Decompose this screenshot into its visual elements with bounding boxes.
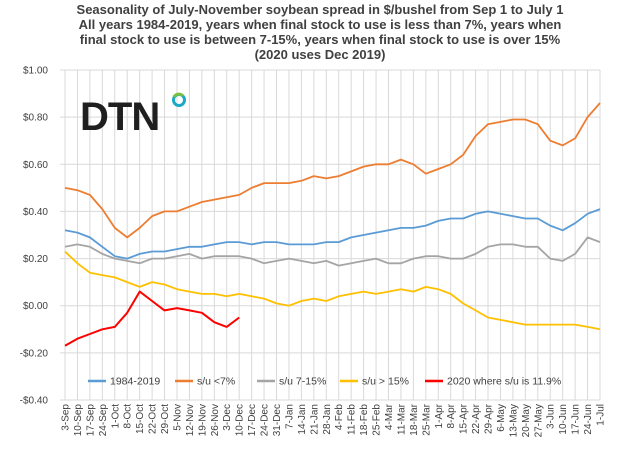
x-tick-label: 28-Jan [322, 404, 333, 435]
series-lines [64, 102, 601, 347]
x-tick-label: 17-Sep [85, 404, 96, 437]
y-tick-label: $1.00 [23, 66, 48, 77]
x-tick-label: 24-Dec [260, 404, 271, 436]
chart-title-line-3: final stock to use is between 7-15%, yea… [79, 32, 561, 47]
x-tick-label: 12-Nov [185, 404, 196, 436]
x-axis: 3-Sep 10-Sep 17-Sep 24-Sep 1-Oct 8-Oct 15-Oct 2… [61, 403, 607, 437]
x-tick-label: 31-Dec [272, 404, 283, 436]
x-tick-label: 24-Sep [98, 404, 109, 437]
x-tick-label: 10-Jun [558, 404, 569, 435]
x-tick-label: 22-Oct [148, 404, 159, 434]
y-axis: $1.00 $0.80 $0.60 $0.40 $0.20 $0.00 -$0.20 -$0.… [20, 66, 49, 407]
legend-label: s/u <7% [197, 376, 235, 388]
y-tick-label: $0.20 [23, 254, 48, 265]
series-line-2 [64, 236, 601, 267]
plot-area [60, 70, 600, 400]
x-tick-label: 27-May [533, 404, 544, 437]
x-tick-label: 11-Feb [347, 404, 358, 435]
y-tick-label: $0.40 [23, 207, 48, 218]
x-tick-label: 10-Sep [73, 404, 84, 437]
chart-legend: 1984-2019 s/u <7% s/u 7-15% s/u > 15% 2020 w… [88, 376, 561, 388]
legend-label: 1984-2019 [110, 376, 160, 388]
x-tick-label: 19-Nov [197, 404, 208, 436]
series-line-4 [64, 290, 240, 347]
x-tick-label: 4-Feb [334, 404, 345, 431]
x-tick-label: 11-Mar [396, 403, 407, 435]
x-tick-label: 5-Nov [172, 404, 183, 431]
x-tick-label: 1-Oct [110, 404, 121, 429]
series-line-3 [64, 250, 601, 331]
x-tick-label: 17-Jun [571, 404, 582, 435]
x-tick-label: 20-May [521, 404, 532, 437]
legend-label: s/u 7-15% [279, 376, 326, 388]
x-tick-label: 7-Jan [284, 404, 295, 429]
y-tick-label: $0.60 [23, 160, 48, 171]
x-tick-label: 21-Jan [309, 404, 320, 435]
legend-label: 2020 where s/u is 11.9% [447, 376, 561, 388]
chart-title-line-4: (2020 uses Dec 2019) [254, 47, 386, 62]
x-tick-label: 4-Mar [384, 403, 395, 430]
series-line-1 [64, 102, 601, 239]
chart-title-line-2: All years 1984-2019, years when final st… [78, 17, 562, 32]
x-tick-label: 3-Dec [222, 404, 233, 431]
dtn-logo: DTN [80, 92, 186, 139]
legend-label: s/u > 15% [362, 376, 409, 388]
dtn-logo-text: DTN [80, 95, 159, 139]
series-line-0 [64, 208, 601, 260]
x-tick-label: 22-Apr [471, 403, 482, 434]
x-tick-label: 14-Jan [297, 404, 308, 435]
x-tick-label: 18-Mar [409, 403, 420, 435]
x-tick-label: 8-Apr [446, 403, 457, 428]
x-tick-label: 25-Mar [421, 403, 432, 435]
x-tick-label: 25-Feb [372, 404, 383, 436]
x-tick-label: 24-Jun [583, 404, 594, 435]
x-tick-label: 29-Apr [484, 403, 495, 434]
x-tick-label: 8-Oct [123, 404, 134, 429]
logo-dot-accent [172, 92, 185, 98]
x-tick-label: 26-Nov [210, 404, 221, 436]
x-tick-label: 29-Oct [160, 404, 171, 434]
x-tick-label: 1-Apr [434, 403, 445, 428]
x-tick-label: 3-Jun [546, 404, 557, 429]
y-tick-label: $0.80 [23, 113, 48, 124]
x-tick-label: 3-Sep [61, 404, 72, 431]
y-tick-label: -$0.40 [20, 396, 49, 407]
x-tick-label: 15-Apr [459, 403, 470, 434]
x-tick-label: 17-Dec [247, 404, 258, 436]
x-tick-label: 1-Jul [596, 404, 607, 426]
x-tick-label: 15-Oct [135, 404, 146, 434]
y-tick-label: $0.00 [23, 301, 48, 312]
y-tick-label: -$0.20 [20, 348, 49, 359]
x-tick-label: 6-May [496, 404, 507, 432]
chart-title-line-1: Seasonality of July-November soybean spr… [76, 2, 564, 17]
x-tick-label: 18-Feb [359, 404, 370, 436]
x-tick-label: 13-May [508, 404, 519, 437]
x-tick-label: 10-Dec [235, 404, 246, 436]
